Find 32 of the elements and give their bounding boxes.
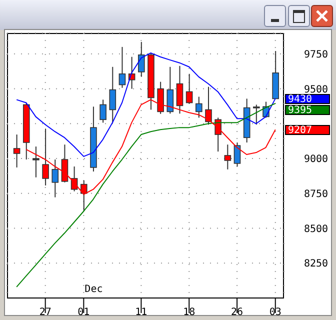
x-tick-label: 01	[78, 307, 90, 318]
candlestick	[253, 104, 260, 126]
candlestick	[224, 144, 232, 170]
candlestick	[42, 128, 49, 186]
x-tick-label: 18	[183, 307, 196, 318]
candlestick	[214, 117, 222, 152]
candlestick	[100, 99, 106, 124]
x-tick-label: 03	[269, 307, 282, 318]
candlestick	[118, 46, 126, 88]
candlestick	[196, 96, 202, 118]
x-tick-label: 27	[39, 307, 52, 318]
annotation: Dec	[84, 284, 103, 295]
data-label: 9395	[285, 104, 330, 116]
y-tick-label: 8500	[304, 224, 328, 235]
candlestick	[52, 159, 59, 198]
x-tick-label: 11	[135, 307, 148, 318]
candlestick	[13, 134, 20, 168]
y-tick-label: 8750	[304, 188, 328, 200]
y-tick-label: 9750	[304, 49, 328, 60]
candlestick	[166, 66, 174, 114]
x-tick-label: 26	[231, 307, 244, 318]
candlestick	[109, 66, 116, 124]
data-label: 9430	[285, 94, 330, 105]
candlestick	[186, 73, 193, 104]
candlestick	[61, 144, 68, 183]
candlestick	[138, 41, 145, 78]
candlestick	[234, 142, 241, 167]
candlestick	[32, 146, 40, 178]
y-tick-label: 8250	[304, 258, 328, 270]
y-tick-label: 9500	[304, 84, 328, 96]
y-tick-label: 9000	[304, 154, 328, 166]
data-label: 9207	[285, 124, 330, 136]
